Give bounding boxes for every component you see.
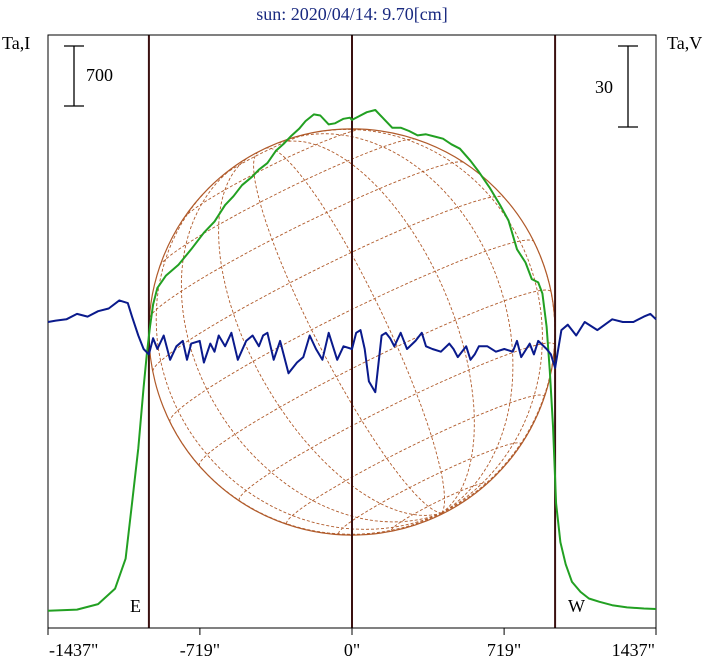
x-tick-label: -719" [180, 640, 220, 660]
series-line-left [47, 109, 657, 612]
x-tick-label: 0" [344, 640, 360, 660]
parallel-line [159, 138, 416, 267]
parallel-line [286, 394, 545, 524]
parallel-line [338, 442, 522, 534]
meridian-line [253, 151, 442, 514]
west-label: W [568, 596, 585, 616]
meridian-line [318, 128, 543, 514]
right-axis-label: Ta,V [667, 33, 702, 53]
x-tick-label: 1437" [612, 640, 655, 660]
parallel-line [169, 239, 535, 423]
right-scale-bar-label: 30 [595, 77, 613, 97]
meridian-line [180, 161, 442, 523]
left-axis-label: Ta,I [2, 33, 30, 53]
east-label: E [130, 596, 141, 616]
parallel-line [149, 161, 464, 318]
parallel-line [221, 133, 308, 177]
parallel-line [391, 482, 487, 531]
meridian-line [284, 133, 514, 514]
x-tick-label: -1437" [49, 640, 98, 660]
limb-lines [147, 35, 557, 628]
left-scale-bar-label: 700 [86, 65, 113, 85]
meridian-line [265, 147, 445, 514]
chart-title: sun: 2020/04/14: 9.70[cm] [256, 4, 448, 24]
left-scale-bar: 700 [64, 45, 113, 107]
meridian-line [276, 140, 475, 514]
parallel-line [238, 342, 555, 501]
meridian-line [218, 157, 442, 516]
right-scale-bar: 30 [595, 45, 638, 128]
meridian-line [155, 183, 442, 530]
x-axis: -1437" -719" 0" 719" 1437" [47, 628, 657, 660]
series-line-right [47, 299, 657, 394]
x-tick-label: 719" [487, 640, 521, 660]
meridian-line [441, 241, 556, 514]
parallel-line [184, 128, 363, 218]
parallel-line [198, 289, 552, 467]
series-layer [47, 109, 657, 612]
